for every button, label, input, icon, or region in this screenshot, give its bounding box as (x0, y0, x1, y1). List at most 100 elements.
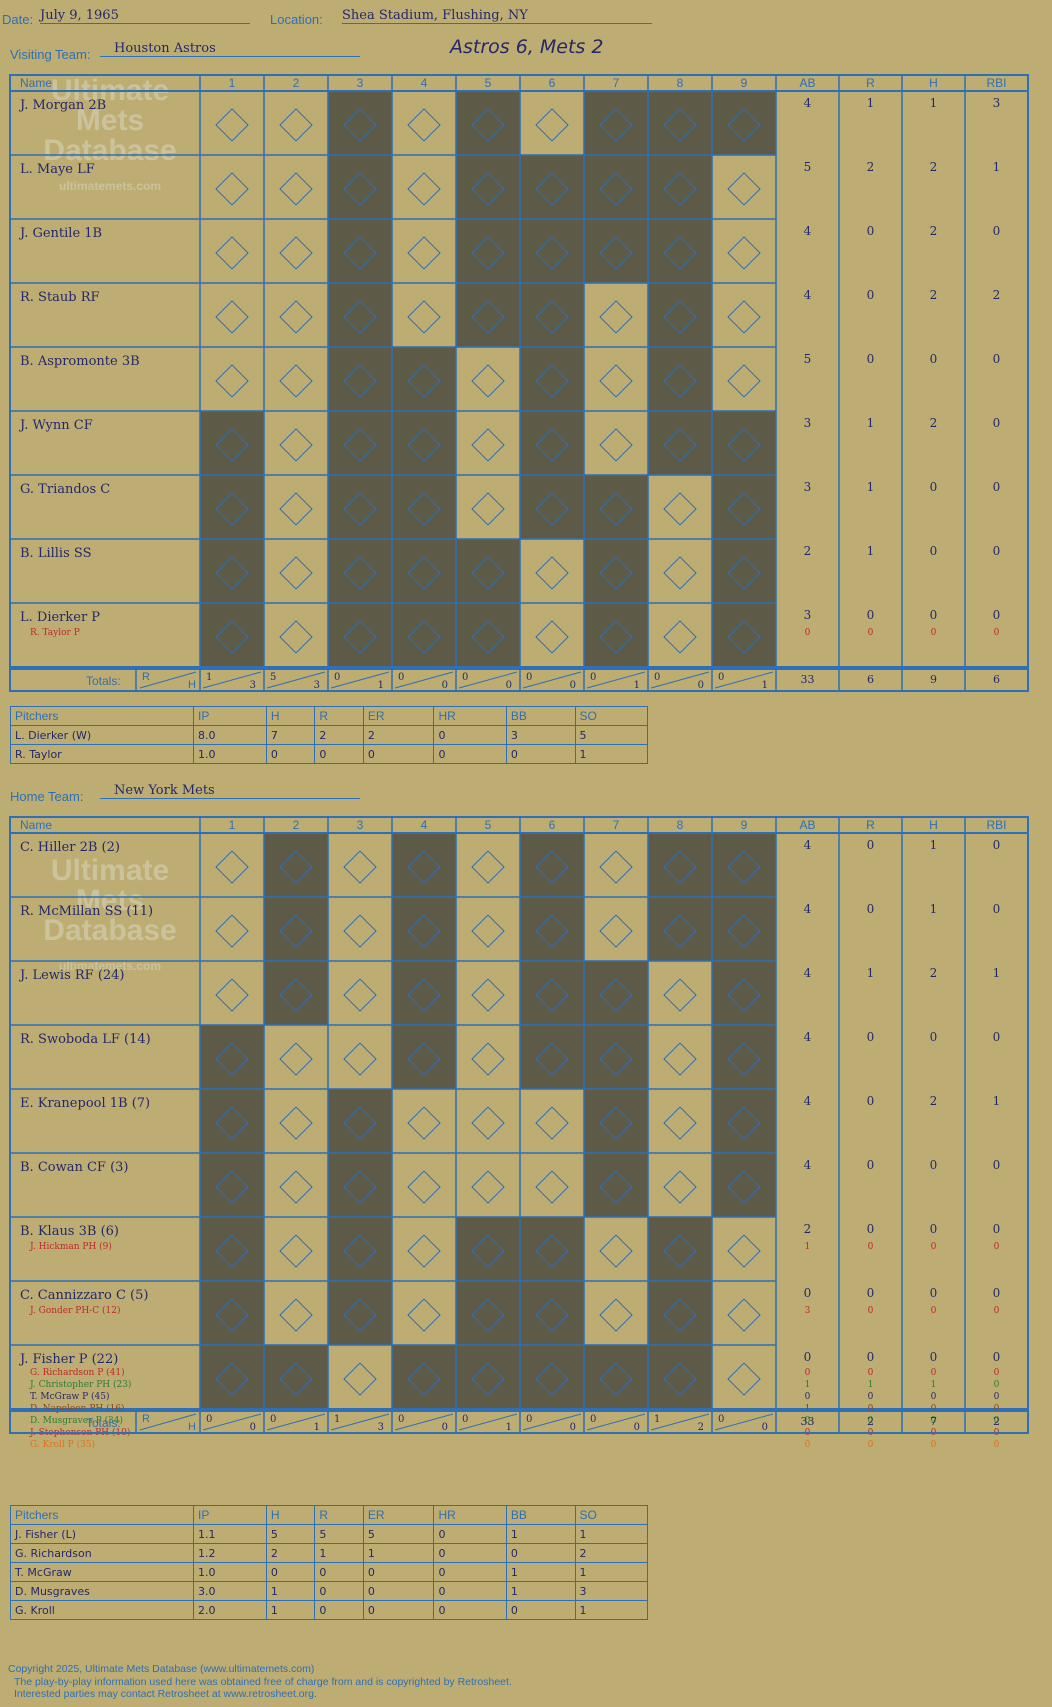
retrosheet-contact: Interested parties may contact Retroshee… (14, 1688, 317, 1700)
substitute-name: D. Musgraves P (34) (30, 1415, 123, 1426)
shaded-inning-cell (456, 283, 520, 347)
player-stat-h: 0 (930, 1350, 938, 1364)
inning-hits: 0 (442, 1422, 448, 1433)
base-diamond (599, 1170, 633, 1204)
pitcher-stat-cell: 7 (265, 725, 316, 745)
player-stat-rbi: 1 (993, 160, 1001, 174)
base-diamond (727, 428, 761, 462)
pitcher-stat-cell: 2 (265, 1543, 316, 1563)
inning-header: 4 (421, 76, 428, 90)
base-diamond (727, 1234, 761, 1268)
base-diamond (407, 236, 441, 270)
pitcher-stat-cell: 2.0 (193, 1600, 267, 1620)
pitcher-stat-cell: 1.0 (193, 744, 267, 764)
pitcher-stat-cell: 0 (265, 1562, 316, 1582)
base-diamond (279, 428, 313, 462)
pitcher-stat-cell: BB (505, 706, 576, 726)
shaded-inning-cell (456, 91, 520, 155)
shaded-inning-cell (392, 347, 456, 411)
base-diamond (215, 172, 249, 206)
base-diamond (215, 914, 249, 948)
shaded-inning-cell (200, 1153, 264, 1217)
player-stat-rbi: 0 (993, 224, 1001, 238)
base-diamond (407, 850, 441, 884)
player-stat-ab: 0 (804, 1286, 812, 1300)
base-diamond (599, 364, 633, 398)
inning-header: 9 (741, 76, 748, 90)
base-diamond (599, 236, 633, 270)
base-diamond (215, 1042, 249, 1076)
player-stat-rbi: 0 (993, 480, 1001, 494)
pitcher-stat-cell: 2 (574, 1543, 649, 1563)
base-diamond (279, 556, 313, 590)
inning-total-slash (650, 671, 710, 689)
pitcher-stat-cell: 1 (505, 1581, 576, 1601)
inning-header: 8 (677, 76, 684, 90)
base-diamond (215, 1106, 249, 1140)
base-diamond (535, 108, 569, 142)
base-diamond (663, 1106, 697, 1140)
pitcher-stat-cell: 0 (505, 744, 576, 764)
base-diamond (727, 556, 761, 590)
stat-header: RBI (986, 76, 1006, 90)
substitute-name: J. Christopher PH (23) (29, 1379, 131, 1390)
substitute-stat-ab: 0 (805, 1416, 811, 1426)
base-diamond (535, 850, 569, 884)
pitcher-name-cell: D. Musgraves (10, 1581, 194, 1601)
base-diamond (535, 914, 569, 948)
shaded-inning-cell (328, 91, 392, 155)
shaded-inning-cell (456, 603, 520, 667)
inning-hits: 1 (506, 1422, 512, 1433)
runs-label: R (142, 671, 150, 683)
inning-hits: 3 (378, 1422, 384, 1433)
pitcher-stat-cell: HR (433, 706, 507, 726)
base-diamond (663, 428, 697, 462)
pitcher-stat-cell: 5 (362, 1524, 435, 1544)
watermark-text: Ultimate (51, 854, 169, 887)
shaded-inning-cell (648, 155, 712, 219)
player-name: B. Lillis SS (20, 546, 91, 561)
base-diamond (343, 236, 377, 270)
player-stat-ab: 4 (804, 1158, 812, 1172)
total-rbi: 6 (993, 673, 1000, 686)
inning-hits: 1 (634, 680, 640, 691)
base-diamond (471, 172, 505, 206)
shaded-inning-cell (520, 1345, 584, 1409)
shaded-inning-cell (712, 411, 776, 475)
pitcher-stat-cell: 1 (314, 1543, 364, 1563)
inning-header: 8 (677, 818, 684, 832)
player-stat-r: 1 (867, 480, 875, 494)
inning-header: 2 (293, 818, 300, 832)
base-diamond (343, 108, 377, 142)
player-stat-h: 0 (930, 480, 938, 494)
shaded-inning-cell (584, 961, 648, 1025)
pitcher-stat-cell: ER (362, 706, 435, 726)
inning-total-slash (650, 1413, 710, 1431)
base-diamond (727, 236, 761, 270)
base-diamond (471, 1106, 505, 1140)
total-r: 6 (867, 673, 874, 686)
shaded-inning-cell (328, 155, 392, 219)
substitute-stat-rbi: 0 (994, 1404, 1000, 1414)
base-diamond (343, 850, 377, 884)
pitcher-stat-cell: IP (193, 1505, 267, 1525)
inning-hits: 1 (762, 680, 768, 691)
location-value: Shea Stadium, Flushing, NY (342, 8, 652, 24)
base-diamond (471, 556, 505, 590)
home-pitchers-table: Pitchers IP H R ER HR BB SO J. Fisher (L) 1.1 5 5 5 0… (10, 1505, 649, 1620)
inning-total-slash (330, 671, 390, 689)
inning-total-slash (394, 671, 454, 689)
pitcher-stat-cell: 2 (314, 725, 364, 745)
player-stat-r: 2 (867, 160, 875, 174)
total-h: 7 (930, 1415, 937, 1428)
player-stat-ab: 0 (804, 1350, 812, 1364)
shaded-inning-cell (712, 1089, 776, 1153)
player-stat-rbi: 0 (993, 1286, 1001, 1300)
inning-runs: 0 (462, 1414, 468, 1425)
shaded-inning-cell (584, 91, 648, 155)
substitute-stat-h: 0 (931, 1306, 937, 1316)
base-diamond (279, 1234, 313, 1268)
inning-runs: 0 (590, 1414, 596, 1425)
player-stat-h: 1 (930, 838, 938, 852)
shaded-inning-cell (392, 603, 456, 667)
